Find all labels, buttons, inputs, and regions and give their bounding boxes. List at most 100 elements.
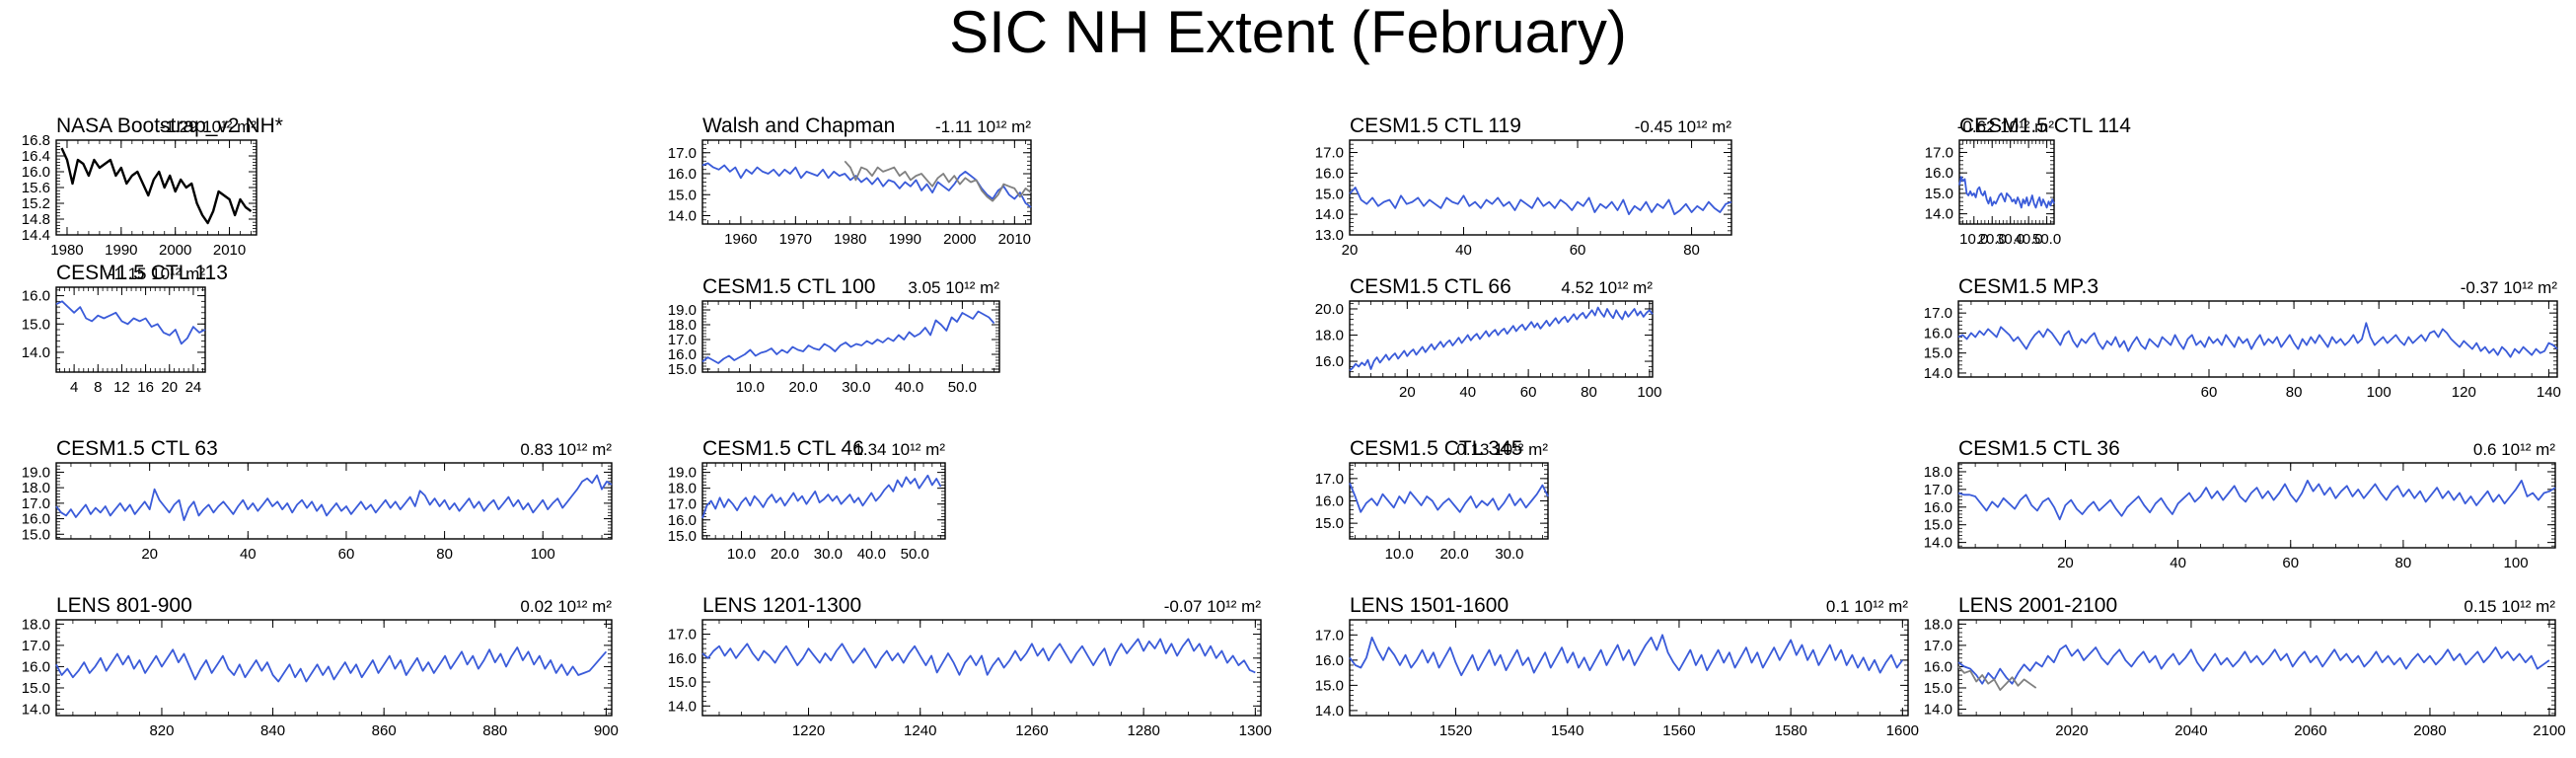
x-tick-label: 120 xyxy=(2452,384,2476,401)
x-tick-label: 2000 xyxy=(943,231,976,248)
series-line xyxy=(1958,176,2055,209)
y-tick-label: 15.0 xyxy=(668,187,697,203)
x-tick-label: 80 xyxy=(1581,384,1597,401)
trend-value: -0.07 10¹² m² xyxy=(1164,597,1262,616)
trend-value: -0.45 10¹² m² xyxy=(1635,117,1732,136)
x-tick-label: 1220 xyxy=(792,722,825,739)
panel-title: CESM1.5 CTL 100 xyxy=(702,275,875,298)
plot-frame xyxy=(1957,619,2556,717)
chart-panel: 10.0 20.0 30.0 40.0 50.0 15.016.017.018.019.0… xyxy=(668,275,1000,396)
x-tick-label: 50.0 xyxy=(901,546,929,563)
chart-panel: 20 40 60 80 100 16.0 18.0 20.0 CESM1.5 CTL 66 4.5… xyxy=(1315,275,1662,401)
y-tick-label: 18.0 xyxy=(668,317,697,334)
plot-frame xyxy=(1957,462,2556,549)
trend-value: -0.37 10¹² m² xyxy=(2461,278,2558,297)
x-tick-label: 2100 xyxy=(2533,722,2565,739)
panel-title: CESM1.5 CTL 66 xyxy=(1350,275,1511,298)
panel-title: LENS 1201-1300 xyxy=(702,594,861,617)
series-line xyxy=(55,646,608,683)
x-tick-label: 40.0 xyxy=(895,379,923,396)
y-tick-label: 15.0 xyxy=(1315,677,1344,694)
y-tick-label: 14.0 xyxy=(1315,206,1344,223)
x-tick-label: 2010 xyxy=(998,231,1031,248)
chart-panel: 1960 1970 1980 1990 2000 2010 14.0 15.0 16.0 17.0… xyxy=(668,114,1032,248)
x-tick-label: 12 xyxy=(113,379,130,396)
series-line xyxy=(1957,665,2037,691)
x-tick-label: 20 xyxy=(1399,384,1416,401)
x-tick-label: 80 xyxy=(1683,242,1700,259)
x-tick-label: 2040 xyxy=(2174,722,2207,739)
x-tick-label: 840 xyxy=(260,722,285,739)
panel-title: CESM1.5 CTL 63 xyxy=(56,437,218,460)
y-tick-label: 16.0 xyxy=(1315,353,1344,370)
y-tick-label: 14.0 xyxy=(1925,206,1953,223)
series-line xyxy=(1957,644,2550,685)
y-tick-label: 14.0 xyxy=(22,344,50,361)
y-tick-label: 16.0 xyxy=(668,166,697,183)
y-tick-label: 16.0 xyxy=(668,512,697,529)
y-tick-label: 14.0 xyxy=(1924,702,1952,719)
y-tick-label: 16.0 xyxy=(22,288,50,305)
panel-title: CESM1.5 MP.3 xyxy=(1958,275,2098,298)
x-tick-label: 1960 xyxy=(724,231,757,248)
x-tick-label: 4 xyxy=(70,379,78,396)
y-tick-label: 17.0 xyxy=(22,638,50,654)
trend-value: -1.29 10¹² m² xyxy=(160,117,258,136)
y-tick-label: 17.0 xyxy=(22,495,50,512)
x-tick-label: 2020 xyxy=(2055,722,2088,739)
panel-title: CESM1.5 CTL 113 xyxy=(56,262,228,284)
x-tick-label: 30.0 xyxy=(814,546,843,563)
plot-frame xyxy=(701,619,1262,717)
y-tick-label: 14.0 xyxy=(1924,365,1952,382)
y-tick-label: 17.0 xyxy=(668,496,697,513)
y-tick-label: 15.0 xyxy=(22,680,50,697)
x-tick-label: 10.0 xyxy=(736,379,765,396)
plot-frame xyxy=(701,139,1032,225)
plot-frame xyxy=(55,139,258,236)
plot-frame xyxy=(701,300,1000,373)
x-tick-label: 50.0 xyxy=(2032,231,2061,248)
y-tick-label: 15.0 xyxy=(668,674,697,691)
y-tick-label: 16.4 xyxy=(22,148,50,165)
y-tick-label: 16.0 xyxy=(1315,652,1344,669)
y-tick-label: 14.0 xyxy=(668,208,697,225)
series-line xyxy=(1349,306,1654,372)
y-tick-label: 17.0 xyxy=(1315,145,1344,162)
series-line xyxy=(60,147,253,225)
y-tick-label: 18.0 xyxy=(1924,616,1952,633)
x-tick-label: 24 xyxy=(185,379,202,396)
panel-title: CESM1.5 CTL 36 xyxy=(1958,437,2120,460)
chart-panel: 2020 2040 2060 2080 2100 14.0 15.0 16.0 17.0 18.0… xyxy=(1924,594,2566,739)
y-tick-label: 16.0 xyxy=(22,658,50,675)
y-tick-label: 16.0 xyxy=(1924,325,1952,341)
series-line xyxy=(701,310,995,364)
y-tick-label: 15.0 xyxy=(22,316,50,333)
y-tick-label: 17.0 xyxy=(1924,638,1952,654)
x-tick-label: 100 xyxy=(531,546,555,563)
y-tick-label: 18.0 xyxy=(668,481,697,497)
y-tick-label: 15.0 xyxy=(1924,345,1952,362)
panel-title: LENS 2001-2100 xyxy=(1958,594,2117,617)
x-tick-label: 10.0 xyxy=(727,546,756,563)
y-tick-label: 15.0 xyxy=(1315,186,1344,202)
y-tick-label: 17.0 xyxy=(668,627,697,644)
y-tick-label: 18.0 xyxy=(22,616,50,633)
y-tick-label: 15.0 xyxy=(1925,186,1953,202)
y-tick-label: 15.6 xyxy=(22,180,50,196)
x-tick-label: 2080 xyxy=(2413,722,2446,739)
x-tick-label: 100 xyxy=(2504,555,2529,571)
y-tick-label: 19.0 xyxy=(668,465,697,482)
x-tick-label: 60 xyxy=(1520,384,1537,401)
x-tick-label: 2010 xyxy=(213,242,246,259)
y-tick-label: 15.2 xyxy=(22,195,50,212)
y-tick-label: 14.4 xyxy=(22,227,50,244)
x-tick-label: 100 xyxy=(2367,384,2392,401)
plot-frame xyxy=(1957,300,2558,378)
chart-panel: 4 8 12 16 20 24 14.0 15.0 16.0 CESM1.5 CTL 113-1.… xyxy=(22,262,228,396)
x-tick-label: 1260 xyxy=(1015,722,1048,739)
y-tick-label: 16.0 xyxy=(1925,165,1953,182)
chart-panel: 10.0 20.0 30.0 15.0 16.0 17.0 CESM1.5 CTL 3450… xyxy=(1315,437,1549,563)
x-tick-label: 860 xyxy=(372,722,397,739)
y-tick-label: 16.0 xyxy=(1315,165,1344,182)
